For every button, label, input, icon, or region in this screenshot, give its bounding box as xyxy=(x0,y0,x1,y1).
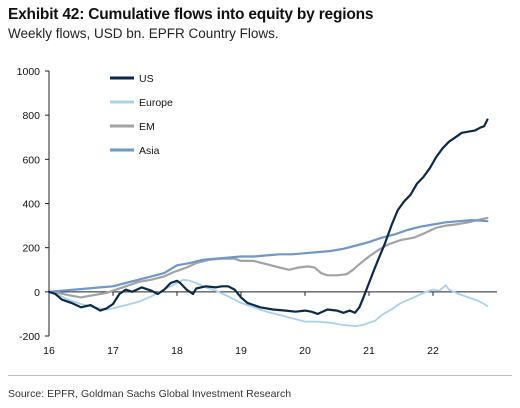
y-tick-label: 1000 xyxy=(17,66,41,78)
chart-area: -200 0 200 400 600 800 1000 16 17 18 19 20 21 22 US Eu… xyxy=(17,66,497,357)
y-tick-label: 200 xyxy=(22,243,40,255)
chart-subtitle: Weekly flows, USD bn. EPFR Country Flows… xyxy=(8,26,279,41)
legend: US Europe EM Asia xyxy=(110,73,173,157)
y-tick-label: -200 xyxy=(19,331,40,343)
chart-title: Exhibit 42: Cumulative flows into equity… xyxy=(8,6,374,23)
series-line-us xyxy=(47,118,489,315)
x-tick-label: 22 xyxy=(427,345,439,357)
x-tick-label: 20 xyxy=(299,345,311,357)
y-tick-label: 800 xyxy=(22,110,40,122)
y-tick-label: 400 xyxy=(22,199,40,211)
source-note: Source: EPFR, Goldman Sachs Global Inves… xyxy=(8,388,292,400)
footer-divider xyxy=(8,375,512,376)
x-tick-label: 18 xyxy=(171,345,183,357)
legend-label-asia: Asia xyxy=(139,145,160,157)
x-tick-label: 16 xyxy=(43,345,55,357)
axes: -200 0 200 400 600 800 1000 16 17 18 19 20 21 22 xyxy=(17,66,497,357)
y-tick-label: 600 xyxy=(22,154,40,166)
series-line-europe xyxy=(48,278,489,327)
series-lines xyxy=(47,118,489,327)
series-line-em xyxy=(47,216,489,299)
legend-label-europe: Europe xyxy=(139,97,173,109)
legend-label-em: EM xyxy=(139,121,155,133)
x-tick-label: 21 xyxy=(363,345,375,357)
series-line-asia xyxy=(47,219,489,293)
x-tick-label: 19 xyxy=(235,345,247,357)
legend-label-us: US xyxy=(139,73,154,85)
x-tick-label: 17 xyxy=(107,345,119,357)
y-tick-label: 0 xyxy=(34,287,40,299)
